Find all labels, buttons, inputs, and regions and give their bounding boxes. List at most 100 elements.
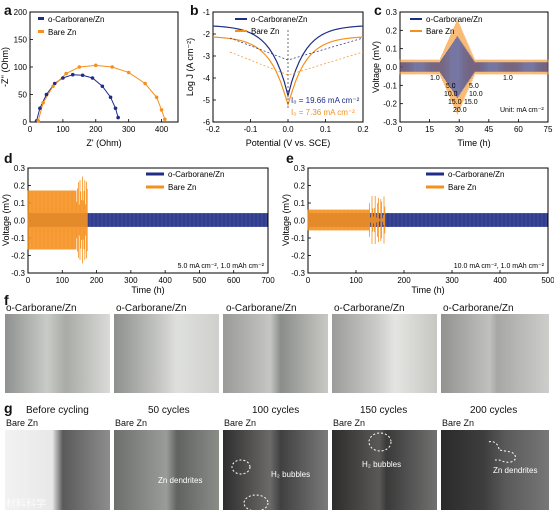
- f-title-4: o-Carborane/Zn: [334, 303, 405, 314]
- x-tick-label: 0: [306, 276, 311, 285]
- x-tick-label: 500: [193, 276, 207, 285]
- c-legend-carborane: o-Carborane/Zn: [426, 15, 482, 24]
- a-point: [80, 73, 85, 78]
- a-point: [41, 100, 45, 105]
- x-tick-label: 600: [227, 276, 241, 285]
- g-image-3: H₂ bubbles: [223, 430, 328, 510]
- c-ylabel: Voltage (mV): [371, 41, 381, 93]
- a-legend-bare: Bare Zn: [48, 28, 76, 37]
- f-image-1: [5, 314, 110, 393]
- f-title-3: o-Carborane/Zn: [226, 303, 297, 314]
- a-point: [108, 95, 113, 100]
- x-tick-label: 200: [397, 276, 411, 285]
- x-tick-label: 30: [455, 125, 464, 134]
- f-title-5: o-Carborane/Zn: [443, 303, 514, 314]
- f-image-2: [114, 314, 219, 393]
- g-title-2: 50 cycles: [148, 405, 190, 416]
- watermark: 材料科学: [6, 499, 46, 510]
- chart-b: -0.2 -0.1 0.0 0.1 0.2 -1 -2 -3 -4 -5 -6 Potential …: [185, 8, 369, 148]
- g-bare-2: Bare Zn: [115, 418, 148, 428]
- g-dendrite-outline: [488, 441, 516, 463]
- c-rate-left: 1.0: [430, 75, 440, 82]
- g-bare-5: Bare Zn: [442, 418, 475, 428]
- c-xlabel: Time (h): [457, 138, 490, 148]
- x-tick-label: 0: [26, 276, 31, 285]
- d-condition: 5.0 mA cm⁻², 1.0 mAh cm⁻²: [178, 263, 265, 270]
- c-rate-right: 1.0: [503, 75, 513, 82]
- a-point: [110, 65, 115, 69]
- a-xlabel: Z' (Ohm): [86, 138, 121, 148]
- a-point: [77, 65, 82, 69]
- g-bare-1: Bare Zn: [6, 418, 39, 428]
- e-legend-bare: Bare Zn: [448, 183, 476, 192]
- a-legend-marker-bare: [38, 30, 44, 33]
- e-condition: 10.0 mA cm⁻², 1.0 mAh cm⁻²: [454, 263, 545, 270]
- y-tick-label: -0.1: [383, 81, 397, 90]
- a-point: [126, 70, 131, 75]
- y-tick-label: -2: [203, 30, 211, 39]
- a-point: [44, 92, 49, 97]
- c-rate-20: 20.0: [453, 107, 467, 114]
- a-point: [90, 76, 95, 80]
- y-tick-label: 0.1: [14, 199, 26, 208]
- c-rate-d5: 5.0: [469, 83, 479, 90]
- y-tick-label: -3: [203, 52, 211, 61]
- y-tick-label: 0.3: [386, 8, 398, 17]
- x-tick-label: 300: [124, 276, 138, 285]
- a-ylabel: -Z'' (Ohm): [0, 47, 10, 87]
- x-tick-label: 45: [484, 125, 493, 134]
- x-tick-label: 300: [445, 276, 459, 285]
- x-tick-label: 75: [544, 125, 553, 134]
- x-tick-label: 0: [28, 125, 33, 134]
- y-tick-label: 100: [14, 63, 28, 72]
- c-rate-15: 15.0: [448, 99, 462, 106]
- g-bare-3: Bare Zn: [224, 418, 257, 428]
- b-legend-bare: Bare Zn: [251, 27, 279, 36]
- x-tick-label: 0: [398, 125, 403, 134]
- f-title-1: o-Carborane/Zn: [6, 303, 77, 314]
- b-annot-bare: I₀ = 7.36 mA cm⁻²: [291, 108, 355, 117]
- y-tick-label: 50: [18, 91, 27, 100]
- x-tick-label: 100: [56, 276, 70, 285]
- x-tick-label: 100: [56, 125, 70, 134]
- c-rate-d15: 15.0: [464, 99, 478, 106]
- a-point: [36, 119, 41, 123]
- b-legend-carborane: o-Carborane/Zn: [251, 15, 307, 24]
- x-tick-label: 400: [493, 276, 507, 285]
- a-point: [61, 76, 65, 80]
- x-tick-label: -0.2: [206, 125, 220, 134]
- x-tick-label: 300: [122, 125, 136, 134]
- a-point: [51, 84, 55, 89]
- g-image-5: Zn dendrites: [441, 430, 549, 510]
- x-tick-label: 100: [349, 276, 363, 285]
- g-annot-h2-2: H₂ bubbles: [362, 460, 402, 469]
- b-xlabel: Potential (V vs. SCE): [246, 138, 331, 148]
- b-ylabel: Log J (A cm⁻²): [185, 38, 195, 96]
- d-legend-bare: Bare Zn: [168, 183, 196, 192]
- y-tick-label: 0: [23, 118, 28, 127]
- x-tick-label: -0.1: [244, 125, 258, 134]
- a-point: [163, 117, 167, 122]
- a-point: [116, 115, 120, 120]
- y-tick-label: 200: [14, 8, 28, 17]
- a-point: [143, 81, 147, 86]
- x-tick-label: 200: [90, 276, 104, 285]
- a-legend-carborane: o-Carborane/Zn: [48, 15, 104, 24]
- g-image-2: Zn dendrites: [114, 430, 219, 510]
- x-tick-label: 0.0: [282, 125, 294, 134]
- chart-a: 0 100 200 300 400 0 50 100 150 200 Z' (Ohm) -Z'' …: [0, 8, 179, 148]
- f-image-5: [441, 314, 549, 393]
- c-rate-d10: 10.0: [469, 91, 483, 98]
- g-annot-h2-1: H₂ bubbles: [271, 470, 311, 479]
- y-tick-label: -0.3: [11, 269, 25, 278]
- y-tick-label: 0.0: [294, 217, 306, 226]
- g-annot-dendrites-1: Zn dendrites: [158, 476, 203, 485]
- x-tick-label: 60: [514, 125, 523, 134]
- g-title-5: 200 cycles: [470, 405, 518, 416]
- a-point: [64, 71, 68, 76]
- chart-c: 0 15 30 45 60 75 -0.3 -0.2 -0.1 0.0 0.1 0.2 0.3 Time…: [371, 8, 553, 148]
- x-tick-label: 15: [425, 125, 434, 134]
- y-tick-label: -0.2: [291, 252, 305, 261]
- f-title-2: o-Carborane/Zn: [116, 303, 187, 314]
- a-point: [93, 63, 98, 68]
